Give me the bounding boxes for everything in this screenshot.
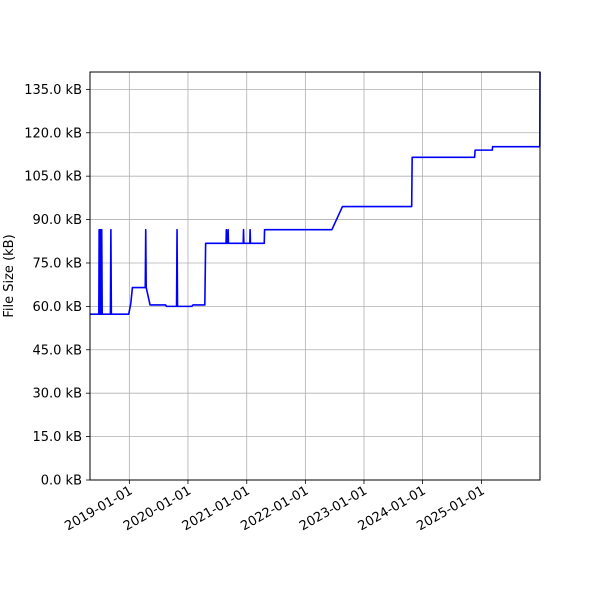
y-tick-label: 105.0 kB: [24, 170, 82, 185]
series-line: [90, 71, 541, 316]
y-tick-label: 30.0 kB: [32, 387, 82, 402]
plot-frame: [89, 71, 541, 481]
y-tick-label: 45.0 kB: [32, 343, 82, 358]
y-tick-label: 90.0 kB: [32, 213, 82, 228]
y-tick-label: 120.0 kB: [24, 126, 82, 141]
y-tick-label: 135.0 kB: [24, 83, 82, 98]
y-tick-label: 75.0 kB: [32, 256, 82, 271]
y-tick-label: 15.0 kB: [32, 430, 82, 445]
y-axis-label: File Size (kB): [2, 234, 17, 317]
y-tick-label: 60.0 kB: [32, 300, 82, 315]
grid: [90, 72, 540, 481]
y-axis: 0.0 kB 15.0 kB 30.0 kB 45.0 kB 60.0 kB 75.0 k…: [24, 83, 90, 489]
series-layer: [90, 71, 541, 316]
y-tick-label: 0.0 kB: [41, 474, 82, 489]
